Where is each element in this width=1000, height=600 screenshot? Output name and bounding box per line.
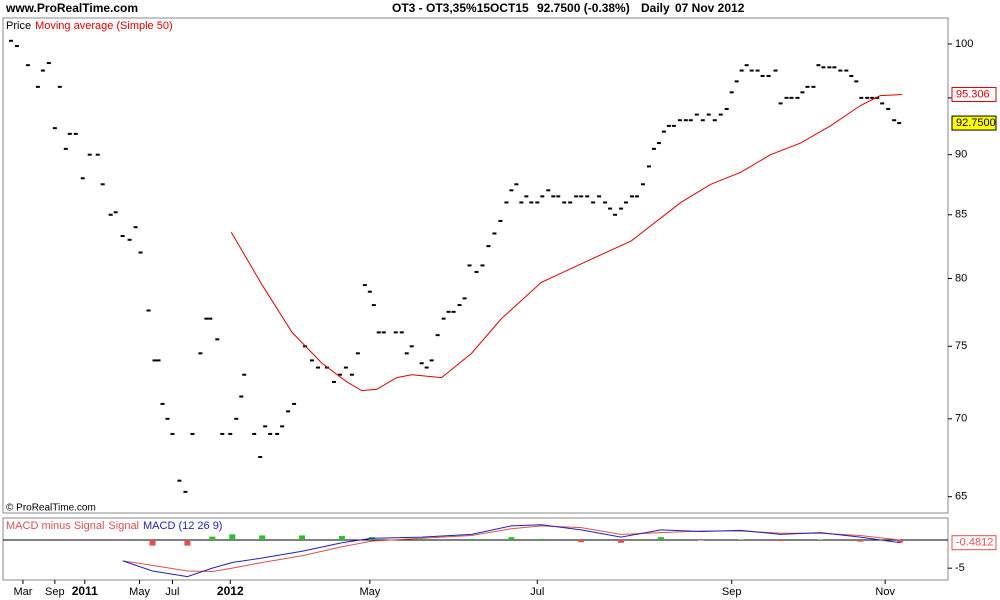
legend-entry: Signal [108, 520, 139, 532]
histogram-bar [184, 539, 191, 546]
y-tick-label: 80 [955, 272, 967, 284]
histogram-bar [777, 539, 784, 542]
histogram-bar [697, 539, 704, 541]
legend-entry: Price [6, 20, 31, 32]
histogram-bar [538, 538, 545, 540]
histogram-bar [508, 537, 515, 540]
date: 07 Nov 2012 [675, 1, 745, 15]
x-tick-label: Mar [13, 586, 32, 598]
last-value-label: 92.7500 [956, 117, 996, 129]
y-tick-label: -5 [955, 562, 965, 574]
y-tick-label: 90 [955, 149, 967, 161]
last-value-box [951, 86, 997, 102]
histogram-bar [897, 539, 904, 543]
legend-entry: MACD (12 26 9) [143, 520, 222, 532]
macd-line [122, 524, 901, 578]
y-tick-label: 100 [955, 38, 973, 50]
last-value-box [951, 535, 997, 551]
x-tick-label: May [129, 586, 150, 598]
quote: 92.7500 (-0.38%) [537, 1, 630, 15]
histogram-bar [229, 534, 236, 540]
instrument: OT3 - OT3,35%15OCT15 [392, 1, 529, 15]
price-frame [2, 17, 949, 514]
x-tick-label: Nov [875, 586, 895, 598]
last-value-label: -0.4812 [956, 537, 993, 549]
histogram-bar [209, 536, 216, 540]
moving-average-line [230, 94, 903, 392]
histogram-bar [299, 535, 306, 540]
y-tick-label: 65 [955, 491, 967, 503]
histogram-bar [418, 538, 425, 540]
histogram-bar [338, 536, 345, 540]
last-value-box [951, 115, 997, 131]
last-value-label: 95.306 [956, 88, 990, 100]
histogram-bar [578, 539, 585, 543]
histogram-bar [468, 538, 475, 540]
histogram-bar [657, 537, 664, 540]
y-tick-label: 70 [955, 413, 967, 425]
x-tick-label: 2011 [72, 584, 98, 598]
macd-frame [2, 517, 949, 581]
x-tick-label: Sep [45, 586, 65, 598]
y-tick-label: 85 [955, 209, 967, 221]
copyright: © ProRealTime.com [6, 503, 96, 514]
histogram-bar [857, 539, 864, 542]
y-tick-label: 75 [955, 340, 967, 352]
period: Daily [641, 1, 670, 15]
x-tick-label: Jul [165, 586, 179, 598]
x-tick-label: May [359, 586, 380, 598]
histogram-bar [149, 539, 156, 546]
site-name: www.ProRealTime.com [5, 1, 138, 15]
legend-entry: MACD minus Signal [6, 520, 104, 532]
histogram-bar [259, 535, 266, 540]
histogram-bar [817, 539, 824, 540]
x-tick-label: Sep [722, 586, 742, 598]
x-tick-label: Jul [530, 586, 544, 598]
histogram-bar [618, 539, 625, 543]
x-tick-label: 2012 [217, 584, 244, 598]
legend-entry: Moving average (Simple 50) [35, 20, 173, 32]
histogram-bar [737, 539, 744, 540]
